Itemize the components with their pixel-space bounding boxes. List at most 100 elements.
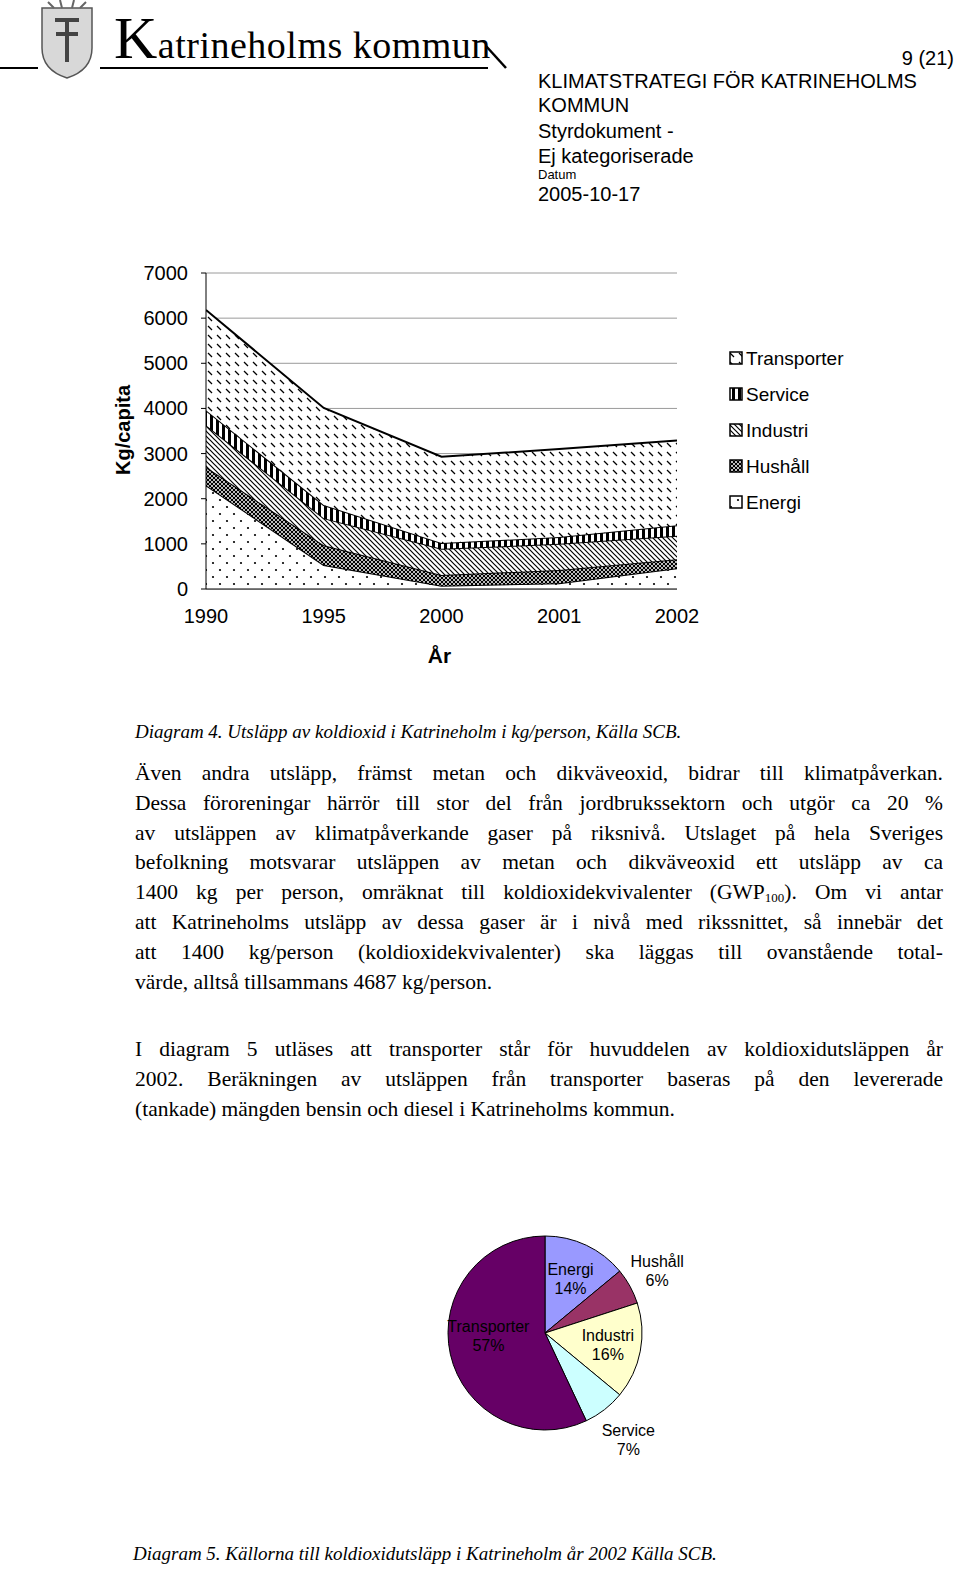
shield [42, 8, 92, 78]
date-label: Datum [538, 167, 576, 182]
legend-label: Industri [746, 420, 808, 441]
logo-text: Katrineholms kommun [114, 10, 491, 73]
legend-swatch [730, 388, 742, 400]
doc-type: Styrdokument - [538, 120, 674, 143]
y-tick [201, 543, 206, 544]
pie-label-name: Service [586, 1421, 670, 1440]
y-tick-label: 6000 [144, 307, 189, 329]
x-axis [206, 589, 677, 590]
y-tick-label: 5000 [144, 352, 189, 374]
pie-label: Service7% [586, 1421, 670, 1459]
legend-swatch [730, 460, 742, 472]
y-axis [206, 273, 207, 589]
pie-label: Hushåll6% [615, 1252, 699, 1290]
text-segment: (tankade) mängden bensin och diesel i Ka… [135, 1097, 675, 1121]
areas [206, 310, 677, 589]
x-tick-label: 2002 [655, 605, 700, 627]
text-segment: värde, alltså tillsammans 4687 kg/person… [135, 970, 492, 994]
y-tick [201, 363, 206, 364]
text-line: 2002. Beräkningen av utsläppen från tran… [135, 1064, 943, 1094]
text-segment: Dessa föroreningar härrör till stor del … [135, 791, 943, 815]
x-tick-label: 1995 [302, 605, 347, 627]
y-tick [201, 589, 206, 590]
subscript: 100 [765, 890, 785, 905]
y-axis-label: Kg/capita [112, 384, 134, 475]
grid-line [206, 363, 677, 364]
y-tick [201, 498, 206, 499]
y-tick-label: 2000 [144, 488, 189, 510]
y-tick-label: 3000 [144, 443, 189, 465]
legend-label: Energi [746, 492, 801, 513]
x-axis-label: År [428, 644, 451, 667]
header-rule [0, 67, 38, 69]
page: { "header": { "logo_text": "Katrineholms… [0, 0, 960, 1573]
y-tick-label: 1000 [144, 533, 189, 555]
pie-label-name: Hushåll [615, 1252, 699, 1271]
y-tick [201, 318, 206, 319]
legend-swatch [730, 424, 742, 436]
pie-label: Transporter57% [446, 1317, 530, 1355]
text-line: 1400 kg per person, omräknat till koldio… [135, 877, 943, 907]
axes: 0 1000 2000 3000 4000 5000 6000 7000 [144, 262, 678, 600]
legend-swatch [730, 496, 742, 508]
text-segment: att 1400 kg/person (koldioxidekvivalente… [135, 940, 943, 964]
legend-swatch [730, 352, 742, 364]
text-segment: av utsläppen av klimatpåverkande gaser p… [135, 821, 943, 845]
text-segment: ). Om vi antar [784, 880, 943, 904]
pie-label-value: 14% [529, 1279, 613, 1298]
graphics: 0 1000 2000 3000 4000 5000 6000 7000 1990 1995 200… [0, 0, 960, 1573]
header-rule [100, 67, 488, 69]
text-segment: 1400 kg per person, omräknat till koldio… [135, 880, 765, 904]
grid-line [206, 318, 677, 319]
text-line: (tankade) mängden bensin och diesel i Ka… [135, 1094, 943, 1124]
text-segment: Även andra utsläpp, främst metan och dik… [135, 761, 943, 785]
page-number: 9 (21) [902, 47, 954, 70]
text-line: befolkning motsvarar utsläppen av metan … [135, 847, 943, 877]
pie-label-name: Energi [529, 1260, 613, 1279]
y-tick-label: 7000 [144, 262, 189, 284]
pie-label-name: Industri [566, 1326, 650, 1345]
pie-label-value: 6% [615, 1271, 699, 1290]
date: 2005-10-17 [538, 183, 640, 206]
text-segment: 2002. Beräkningen av utsläppen från tran… [135, 1067, 943, 1091]
text-line: Dessa föroreningar härrör till stor del … [135, 788, 943, 818]
text-line: Även andra utsläpp, främst metan och dik… [135, 758, 943, 788]
legend-label: Hushåll [746, 456, 809, 477]
y-tick [201, 408, 206, 409]
y-tick-label: 4000 [144, 397, 189, 419]
text-segment: I diagram 5 utläses att transporter står… [135, 1037, 943, 1061]
grid-line [206, 589, 677, 590]
text-segment: befolkning motsvarar utsläppen av metan … [135, 850, 943, 874]
doc-title: KLIMATSTRATEGI FÖR KATRINEHOLMS [538, 70, 917, 93]
pie-label-value: 16% [566, 1345, 650, 1364]
caption: Diagram 5. Källorna till koldioxidutsläp… [133, 1543, 717, 1565]
y-tick [201, 273, 206, 274]
x-tick-label: 2000 [419, 605, 464, 627]
x-tick-label: 2001 [537, 605, 582, 627]
shield-emblem [55, 20, 79, 62]
pie-label-value: 57% [446, 1336, 530, 1355]
text-line: av utsläppen av klimatpåverkande gaser p… [135, 818, 943, 848]
legend: Transporter Service Industri Hushåll Energi [730, 348, 844, 513]
pie-label-value: 7% [586, 1440, 670, 1459]
text-line: värde, alltså tillsammans 4687 kg/person… [135, 967, 943, 997]
text-line: att 1400 kg/person (koldioxidekvivalente… [135, 937, 943, 967]
caption: Diagram 4. Utsläpp av koldioxid i Katrin… [135, 721, 681, 743]
y-tick [201, 453, 206, 454]
doc-type: Ej kategoriserade [538, 145, 694, 168]
area-edge [206, 310, 677, 457]
text-line: att Katrineholms utsläpp av dessa gaser … [135, 907, 943, 937]
text-line: I diagram 5 utläses att transporter står… [135, 1034, 943, 1064]
pie-label: Industri16% [566, 1326, 650, 1364]
grid-line [206, 273, 677, 274]
doc-title: KOMMUN [538, 94, 629, 117]
pie-label: Energi14% [529, 1260, 613, 1298]
pie-label-name: Transporter [446, 1317, 530, 1336]
y-tick-label: 0 [177, 578, 188, 600]
legend-label: Service [746, 384, 809, 405]
shield-crown [48, 0, 86, 8]
logo-shield [42, 0, 92, 78]
x-tick-label: 1990 [184, 605, 229, 627]
legend-label: Transporter [746, 348, 844, 369]
text-segment: att Katrineholms utsläpp av dessa gaser … [135, 910, 943, 934]
